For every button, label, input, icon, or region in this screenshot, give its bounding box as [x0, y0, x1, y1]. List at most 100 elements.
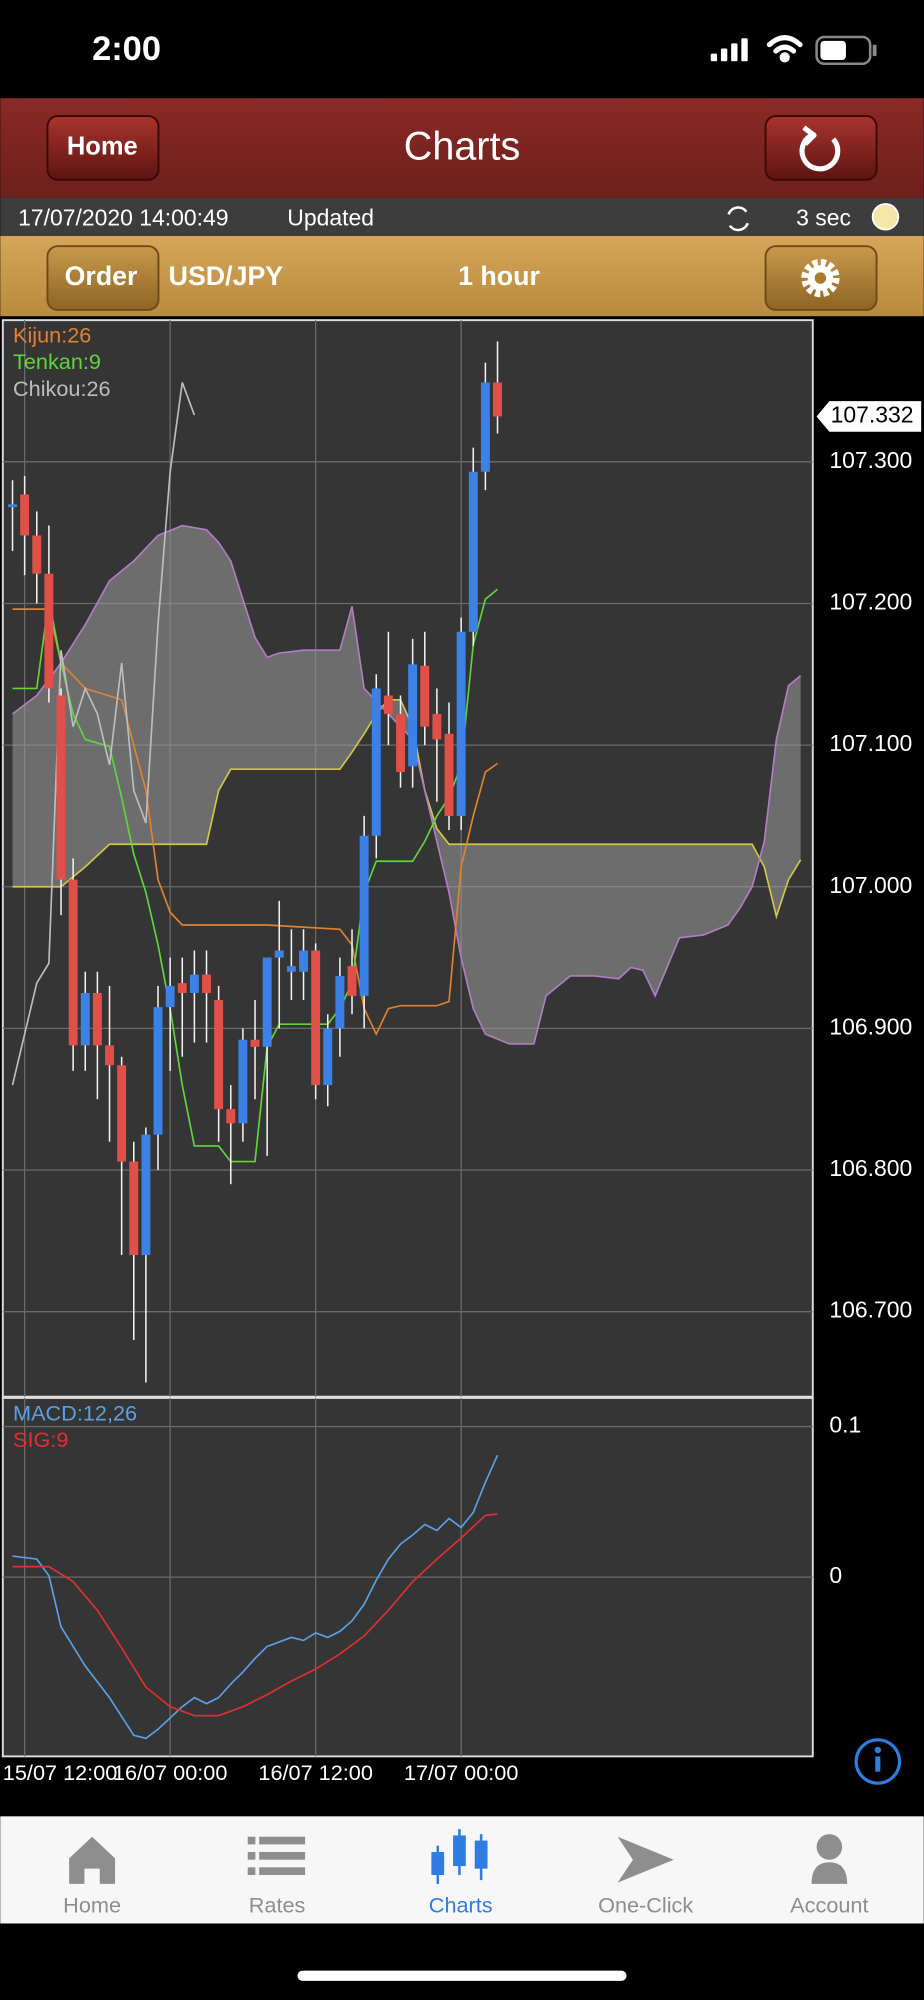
candle-body	[493, 382, 502, 417]
candle-body	[250, 1039, 260, 1047]
one-click-tab-icon[interactable]	[617, 1836, 674, 1883]
update-time: 17/07/2020 14:00:49	[18, 204, 228, 230]
candle-body	[238, 1039, 248, 1124]
candle-body	[274, 950, 284, 958]
refresh-button[interactable]	[764, 115, 878, 181]
candle-body	[117, 1065, 127, 1162]
tab-label[interactable]: One-Click	[598, 1893, 693, 1918]
header-title: Charts	[404, 125, 520, 169]
candle-body	[8, 504, 17, 508]
indicator-line	[12, 588, 499, 1163]
gear-icon[interactable]	[801, 258, 840, 298]
candle-body	[323, 1028, 333, 1086]
ichimoku-cloud	[12, 525, 801, 1044]
account-tab-icon[interactable]	[811, 1834, 848, 1884]
x-tick-label: 15/07 12:00	[3, 1760, 118, 1785]
candle-body	[420, 665, 430, 727]
candle-body	[141, 1134, 151, 1256]
legend-entry: Kijun:26	[13, 322, 91, 347]
candle-body	[226, 1109, 236, 1124]
status-light	[871, 203, 900, 231]
last-price-tag	[816, 401, 922, 432]
status-bar	[0, 0, 924, 99]
candle-body	[396, 713, 405, 773]
candle-body	[153, 1007, 163, 1135]
y-tick-label: 106.800	[829, 1155, 912, 1181]
sync-icon[interactable]	[727, 206, 749, 232]
candle-body	[456, 631, 466, 816]
indicator-line	[12, 608, 498, 1036]
candle-body	[299, 950, 308, 972]
x-tick-label: 16/07 00:00	[113, 1760, 228, 1785]
charts-tab-icon[interactable]	[431, 1829, 488, 1884]
legend-entry: SIG:9	[13, 1427, 68, 1452]
candle-body	[129, 1161, 139, 1256]
x-tick-label: 17/07 00:00	[404, 1760, 519, 1785]
y-tick-label: 107.000	[829, 872, 912, 898]
tab-bar	[0, 1816, 924, 1924]
order-button-label[interactable]: Order	[65, 261, 138, 291]
tab-label[interactable]: Home	[63, 1893, 121, 1918]
info-icon[interactable]	[854, 1738, 902, 1785]
indicator-line	[12, 1454, 499, 1740]
home-button-label[interactable]: Home	[67, 133, 138, 161]
candle-body	[286, 966, 296, 972]
candle-body	[202, 974, 211, 993]
signal-icon	[710, 38, 748, 62]
y-tick-label: 0.1	[829, 1412, 861, 1438]
y-tick-label: 106.700	[829, 1297, 912, 1323]
y-tick-label: 0	[829, 1562, 842, 1588]
tab-label[interactable]: Rates	[249, 1893, 306, 1918]
last-price-label: 107.332	[831, 402, 914, 428]
home-tab-icon[interactable]	[69, 1836, 116, 1884]
candle-body	[408, 664, 418, 767]
battery-icon	[815, 35, 877, 66]
candle-body	[311, 950, 321, 1086]
x-tick-label: 16/07 12:00	[258, 1760, 373, 1785]
candle-body	[347, 966, 357, 996]
timeframe[interactable]: 1 hour	[458, 261, 540, 291]
candle-body	[444, 733, 454, 816]
order-button[interactable]	[46, 245, 160, 311]
tab-label[interactable]: Charts	[429, 1893, 493, 1918]
candle-body	[262, 957, 272, 1047]
y-tick-label: 107.300	[829, 447, 912, 473]
senkou-span-b	[12, 524, 802, 1045]
candle-body	[335, 975, 345, 1029]
plots: 107.300 107.200 107.100 107.000 106.900 106.8…	[3, 320, 922, 1785]
candle-body	[359, 835, 369, 996]
candle-body	[20, 494, 30, 536]
legend-entry: Chikou:26	[13, 376, 111, 401]
candle-body	[480, 382, 490, 472]
candle-body	[468, 471, 478, 632]
y-tick-label: 107.100	[829, 730, 912, 756]
indicator-line	[11, 382, 196, 1086]
rates-tab-icon[interactable]	[247, 1836, 306, 1875]
tab-label[interactable]: Account	[790, 1893, 868, 1918]
tab-icons	[69, 1829, 848, 1884]
legend-entry: MACD:12,26	[13, 1400, 137, 1425]
candle-body	[371, 688, 381, 836]
candle-body	[165, 985, 175, 1008]
home-button[interactable]	[46, 115, 160, 181]
candle-body	[32, 535, 42, 574]
candle-body	[56, 695, 66, 880]
candle-body	[383, 695, 393, 714]
update-status: Updated	[287, 204, 374, 230]
candle-body	[80, 992, 90, 1046]
legend-entry: Tenkan:9	[13, 349, 101, 374]
refresh-icon[interactable]	[799, 125, 841, 172]
info-bar	[0, 197, 924, 236]
candle-body	[105, 1045, 114, 1066]
wifi-icon	[766, 35, 803, 63]
home-indicator	[297, 1970, 627, 1981]
refresh-interval[interactable]: 3 sec	[796, 204, 851, 230]
candle-body	[68, 879, 78, 1046]
currency-pair[interactable]: USD/JPY	[169, 261, 284, 291]
candle-body	[432, 713, 442, 740]
y-tick-label: 107.200	[829, 589, 912, 615]
candle-body	[214, 1000, 224, 1110]
candle-body	[177, 983, 187, 993]
